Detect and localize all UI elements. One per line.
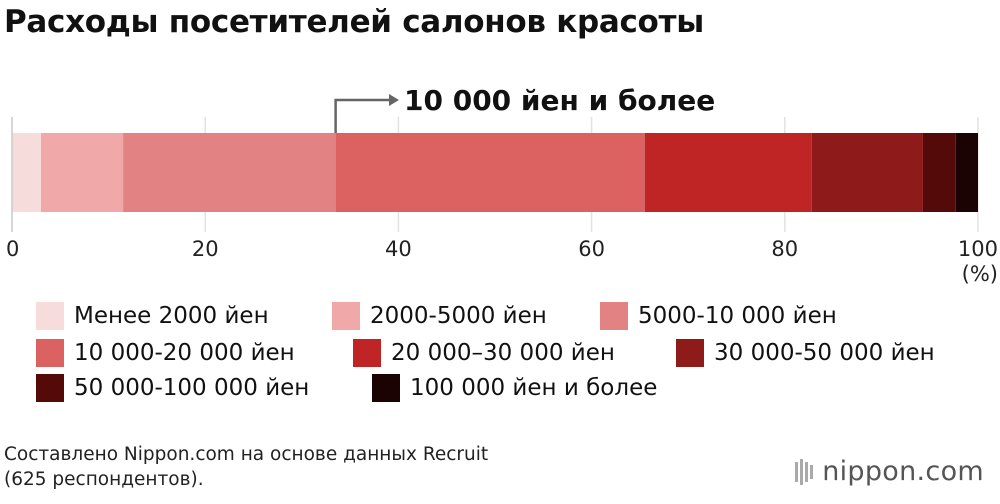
- legend-label: 2000-5000 йен: [370, 303, 547, 329]
- legend-item-under-2000: Менее 2000 йен: [36, 301, 269, 331]
- legend-swatch: [36, 374, 64, 402]
- legend-item-20000-30000: 20 000–30 000 йен: [353, 338, 615, 368]
- legend-swatch: [36, 339, 64, 367]
- logo-mark-icon: [795, 458, 814, 485]
- x-tick-label: 100: [958, 237, 998, 261]
- legend-label: 30 000-50 000 йен: [714, 340, 935, 366]
- annotation-arrowhead-icon: [389, 94, 399, 106]
- chart-title: Расходы посетителей салонов красоты: [4, 4, 704, 40]
- stacked-bar-chart: 0 20 40 60 80 100(%) 10 000 йен и более: [6, 84, 998, 286]
- legend-label: 5000-10 000 йен: [638, 303, 837, 329]
- legend-swatch: [676, 339, 704, 367]
- legend-item-10000-20000: 10 000-20 000 йен: [36, 338, 295, 368]
- legend-item-5000-10000: 5000-10 000 йен: [600, 301, 837, 331]
- legend-swatch: [353, 339, 381, 367]
- legend-item-50000-100000: 50 000-100 000 йен: [36, 373, 309, 403]
- legend-item-2000-5000: 2000-5000 йен: [332, 301, 547, 331]
- legend-swatch: [332, 302, 360, 330]
- bar-segment: [955, 133, 978, 212]
- x-tick-label: 20: [192, 237, 219, 261]
- nippon-logo: nippon.com: [794, 456, 984, 487]
- legend-item-30000-50000: 30 000-50 000 йен: [676, 338, 935, 368]
- legend-item-100000-plus: 100 000 йен и более: [372, 373, 657, 403]
- bar-segment: [335, 133, 645, 212]
- source-line: (625 респондентов).: [4, 469, 204, 490]
- annotation-arrow-line: [334, 98, 390, 133]
- bar-segment: [811, 133, 923, 212]
- bar-segment: [123, 133, 336, 212]
- x-tick-label: 80: [771, 237, 798, 261]
- bar-segment: [40, 133, 124, 212]
- bar-segment: [644, 133, 812, 212]
- source-note: Составлено Nippon.com на основе данных R…: [4, 442, 488, 492]
- annotation-label: 10 000 йен и более: [404, 84, 715, 117]
- legend-label: Менее 2000 йен: [74, 303, 269, 329]
- legend-label: 100 000 йен и более: [410, 375, 658, 401]
- bar-segment: [12, 133, 41, 212]
- x-tick-label: 0: [6, 237, 19, 261]
- legend-label: 20 000–30 000 йен: [391, 340, 615, 366]
- source-line: Составлено Nippon.com на основе данных R…: [4, 444, 489, 465]
- x-tick-label: 40: [385, 237, 412, 261]
- x-unit-label: (%): [962, 262, 998, 286]
- bar-segment: [922, 133, 956, 212]
- x-tick-label: 60: [578, 237, 605, 261]
- legend-swatch: [36, 302, 64, 330]
- legend-swatch: [372, 374, 400, 402]
- legend-label: 10 000-20 000 йен: [74, 340, 295, 366]
- logo-text: nippon.com: [822, 456, 984, 487]
- legend-label: 50 000-100 000 йен: [74, 375, 310, 401]
- legend-swatch: [600, 302, 628, 330]
